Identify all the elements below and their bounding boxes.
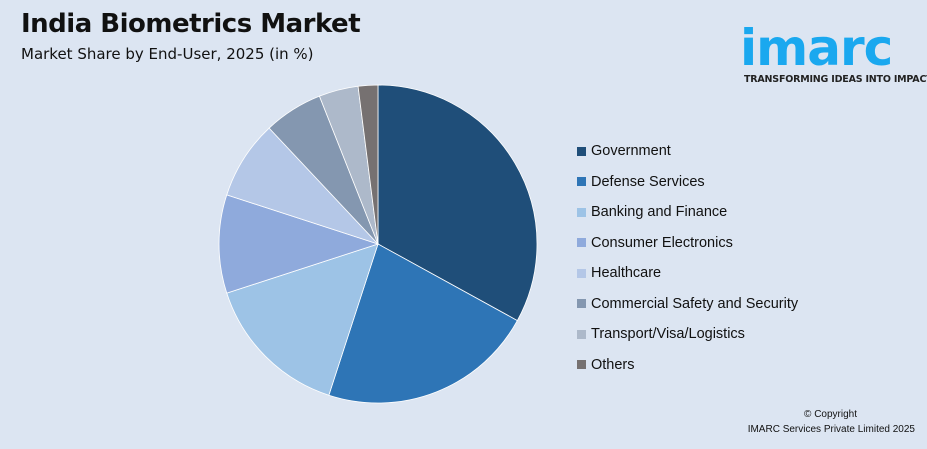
logo-tagline: TRANSFORMING IDEAS INTO IMPACT [744,74,927,85]
legend-swatch [577,299,586,309]
legend-label: Healthcare [591,265,662,282]
legend-label: Transport/Visa/Logistics [591,326,745,343]
pie-slice-government [377,84,538,322]
legend-item: Government [577,136,798,167]
legend-item: Healthcare [577,258,798,289]
logo-word: imarc [740,19,893,77]
pie-slice-consumer-electronics [218,194,380,294]
legend-item: Commercial Safety and Security [577,289,798,320]
legend-item: Others [577,350,798,381]
legend-swatch [577,329,586,339]
legend-item: Banking and Finance [577,197,798,228]
chart-title: India Biometrics Market [21,9,361,39]
legend-item: Consumer Electronics [577,228,798,259]
legend-swatch [577,360,586,370]
legend-swatch [577,177,586,187]
pie-slice-others [357,84,379,245]
legend-label: Commercial Safety and Security [591,295,799,312]
legend-label: Government [591,143,671,160]
legend-swatch [577,238,586,248]
chart-subtitle: Market Share by End-User, 2025 (in %) [21,45,314,63]
legend-swatch [577,268,586,278]
imarc-logo: imarc TRANSFORMING IDEAS INTO IMPACT [740,8,927,88]
pie-slice-banking-and-finance [226,243,379,396]
legend-swatch [577,146,586,156]
legend-item: Defense Services [577,167,798,198]
legend-label: Others [591,356,635,373]
legend: Government Defense Services Banking and Fi… [577,136,798,380]
copyright: © Copyright IMARC Services Private Limit… [748,407,915,437]
legend-swatch [577,207,586,217]
legend-label: Banking and Finance [591,204,728,221]
legend-item: Transport/Visa/Logistics [577,319,798,350]
pie-slice-defense-services [328,243,518,404]
legend-label: Consumer Electronics [591,234,733,251]
legend-label: Defense Services [591,173,705,190]
copyright-company: IMARC Services Private Limited 2025 [747,424,915,435]
copyright-label: © Copyright [804,409,857,420]
